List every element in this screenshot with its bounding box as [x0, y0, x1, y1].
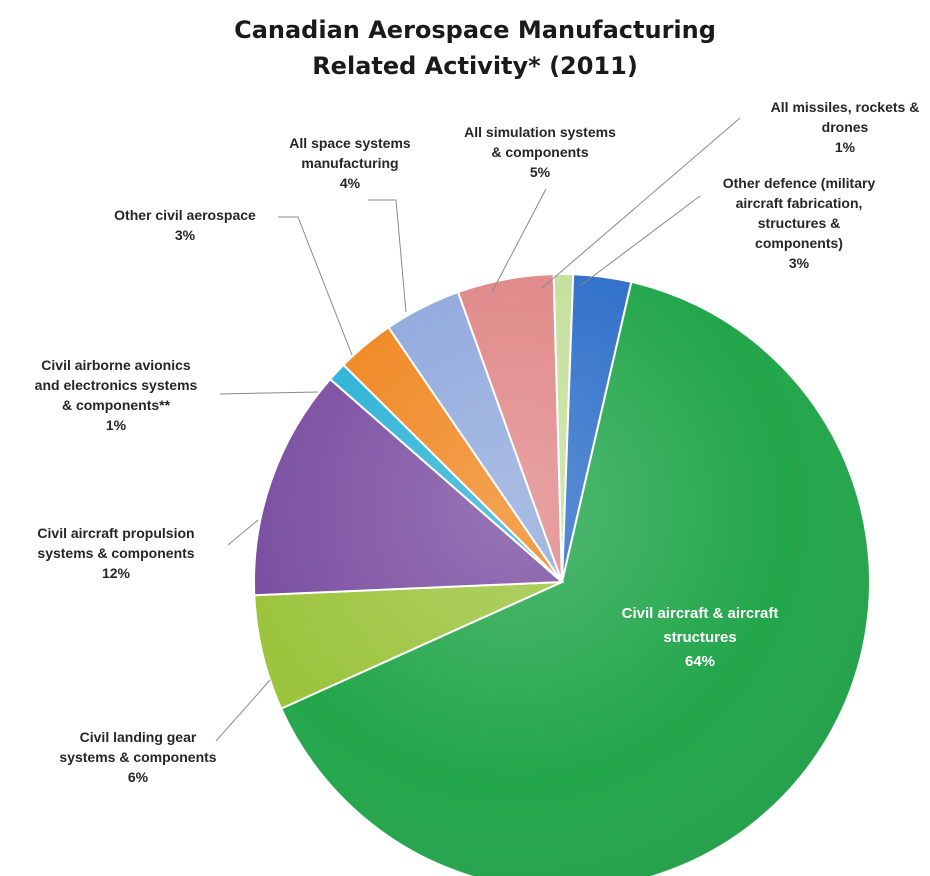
leader-line-4: [278, 216, 353, 356]
slice-label-4-line-0: Other civil aerospace: [114, 207, 256, 223]
slice-label-4-line-1: 3%: [175, 227, 196, 243]
slice-label-1: Civil landing gear systems & components 6%: [59, 729, 216, 785]
slice-label-8-line-0: Other defence (military: [723, 175, 876, 191]
slice-label-3-line-2: & components**: [62, 397, 171, 413]
slice-label-0: Civil aircraft & aircraft structures 64%: [622, 605, 779, 670]
slice-label-3-line-1: and electronics systems: [35, 377, 198, 393]
slice-label-6-line-2: 5%: [530, 164, 551, 180]
leader-line-2: [227, 519, 259, 546]
chart-title-line-2: Related Activity* (2011): [312, 52, 638, 80]
slice-label-5-line-1: manufacturing: [301, 155, 398, 171]
slice-label-0-line-1: structures: [663, 629, 736, 646]
slice-label-8-line-2: structures &: [758, 215, 840, 231]
slice-label-3: Civil airborne avionics and electronics s…: [35, 357, 198, 433]
slice-label-7: All missiles, rockets & drones 1%: [771, 99, 920, 155]
slice-label-1-line-2: 6%: [128, 769, 149, 785]
slice-label-5: All space systems manufacturing 4%: [289, 135, 411, 191]
slice-label-6: All simulation systems & components 5%: [464, 124, 616, 180]
chart-title-line-1: Canadian Aerospace Manufacturing: [234, 16, 716, 44]
slice-label-8-line-4: 3%: [789, 255, 810, 271]
slice-label-3-line-3: 1%: [106, 417, 127, 433]
slice-label-6-line-1: & components: [491, 144, 588, 160]
slice-label-5-line-0: All space systems: [289, 135, 411, 151]
slice-label-7-line-0: All missiles, rockets &: [771, 99, 920, 115]
leader-line-7: [541, 117, 741, 289]
leader-line-5: [368, 199, 407, 313]
slice-label-1-line-1: systems & components: [59, 749, 216, 765]
leader-line-8: [579, 195, 701, 287]
slice-label-3-line-0: Civil airborne avionics: [41, 357, 191, 373]
slice-label-2: Civil aircraft propulsion systems & compo…: [37, 525, 194, 581]
slice-label-6-line-0: All simulation systems: [464, 124, 616, 140]
slice-label-0-line-2: 64%: [685, 653, 715, 670]
slice-label-4: Other civil aerospace 3%: [114, 207, 256, 243]
slice-label-2-line-1: systems & components: [37, 545, 194, 561]
chart-title: Canadian Aerospace Manufacturing Related…: [175, 12, 775, 84]
leader-line-1: [215, 679, 271, 742]
leader-line-3: [219, 391, 319, 395]
slice-label-8-line-1: aircraft fabrication,: [736, 195, 863, 211]
slice-label-8: Other defence (military aircraft fabricat…: [723, 175, 876, 271]
slice-label-7-line-2: 1%: [835, 139, 856, 155]
slice-label-7-line-1: drones: [822, 119, 869, 135]
slice-label-0-line-0: Civil aircraft & aircraft: [622, 605, 779, 622]
slice-label-8-line-3: components): [755, 235, 843, 251]
leader-line-6: [491, 188, 547, 293]
slice-label-2-line-0: Civil aircraft propulsion: [37, 525, 194, 541]
slice-label-2-line-2: 12%: [102, 565, 131, 581]
slice-label-1-line-0: Civil landing gear: [80, 729, 197, 745]
slice-label-5-line-2: 4%: [340, 175, 361, 191]
